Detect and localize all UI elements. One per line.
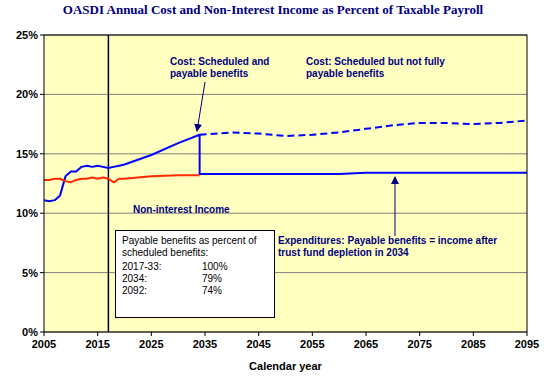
y-tick: [40, 213, 44, 214]
series-label: Cost: Scheduled but not fully payable be…: [306, 56, 446, 80]
x-axis-label: Calendar year: [249, 360, 322, 372]
x-tick-label: 2065: [354, 338, 378, 350]
x-tick-label: 2045: [246, 338, 270, 350]
grid-line: [44, 94, 527, 95]
x-tick-label: 2085: [461, 338, 485, 350]
y-tick: [40, 153, 44, 154]
table-row: 2034:79%: [122, 273, 268, 285]
table-row: 2092:74%: [122, 285, 268, 297]
arrow-layer: [0, 0, 546, 386]
x-tick-label: 2095: [515, 338, 539, 350]
x-tick: [44, 332, 45, 336]
x-tick: [151, 332, 152, 336]
x-tick: [419, 332, 420, 336]
table-row: 2017-33:100%: [122, 261, 268, 273]
series-label: Cost: Scheduled and payable benefits: [170, 56, 285, 80]
series-line: [44, 135, 527, 202]
arrow: [197, 82, 205, 131]
plot-frame: [44, 35, 527, 332]
series-label: Non-interest Income: [133, 204, 253, 216]
plot-background: [44, 35, 527, 332]
y-tick-label: 15%: [16, 148, 38, 160]
table-cell: 79%: [202, 273, 222, 285]
title: OASDI Annual Cost and Non-Interest Incom…: [63, 2, 484, 17]
x-tick: [527, 332, 528, 336]
y-tick-label: 25%: [16, 29, 38, 41]
grid-line: [44, 213, 527, 214]
x-tick-label: 2025: [139, 338, 163, 350]
table-cell: 2092:: [122, 285, 202, 297]
y-tick: [40, 94, 44, 95]
arrow: [395, 177, 396, 236]
plot-area: [44, 35, 527, 332]
x-tick: [312, 332, 313, 336]
x-tick: [97, 332, 98, 336]
x-tick-label: 2035: [193, 338, 217, 350]
table-cell: 2017-33:: [122, 261, 202, 273]
y-tick-label: 0%: [22, 326, 38, 338]
x-tick: [366, 332, 367, 336]
x-tick-label: 2075: [407, 338, 431, 350]
y-tick: [40, 272, 44, 273]
y-tick-label: 5%: [22, 267, 38, 279]
x-tick-label: 2055: [300, 338, 324, 350]
y-tick: [40, 35, 44, 36]
x-tick-label: 2015: [85, 338, 109, 350]
chart-svg: OASDI Annual Cost and Non-Interest Incom…: [0, 0, 546, 386]
chart: OASDI Annual Cost and Non-Interest Incom…: [0, 0, 546, 386]
x-tick: [473, 332, 474, 336]
series-line: [44, 175, 200, 182]
series-line: [200, 121, 527, 136]
x-tick: [205, 332, 206, 336]
table-cell: 100%: [202, 261, 228, 273]
annotation: Expenditures: Payable benefits = income …: [278, 235, 513, 259]
table-title: Payable benefits as percent of scheduled…: [122, 235, 268, 259]
y-tick-label: 10%: [16, 207, 38, 219]
table-cell: 2034:: [122, 273, 202, 285]
y-tick: [40, 332, 44, 333]
benefits-table: Payable benefits as percent of scheduled…: [115, 230, 275, 318]
y-tick-label: 20%: [16, 88, 38, 100]
table-cell: 74%: [202, 285, 222, 297]
x-tick-label: 2005: [32, 338, 56, 350]
grid-line: [44, 153, 527, 154]
x-tick: [258, 332, 259, 336]
reference-line: [108, 35, 110, 332]
